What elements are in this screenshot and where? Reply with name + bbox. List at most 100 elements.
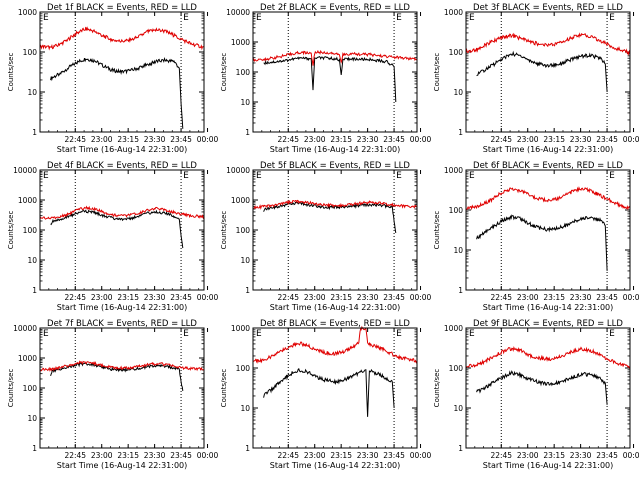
y-tick-label: 100 [236, 68, 251, 77]
x-axis-label: Start Time (16-Aug-14 22:31:00) [483, 145, 614, 154]
x-tick-label: 23:00 [517, 135, 539, 144]
x-tick-label: 23:45 [596, 293, 618, 302]
event-marker-label: E [183, 171, 189, 181]
x-tick-label: 23:15 [330, 451, 352, 460]
y-tick-label: 10 [240, 98, 250, 107]
y-tick-label: 1000 [444, 8, 463, 17]
detector-panel-3: Det 3f BLACK = Events, RED = LLD Counts/s… [433, 3, 640, 154]
y-tick-label: 10000 [226, 8, 250, 17]
event-marker-label: E [396, 329, 402, 339]
y-tick-label: 10 [453, 246, 463, 255]
x-tick-label: 23:00 [304, 135, 326, 144]
y-axis-label: Counts/sec [7, 211, 15, 250]
x-tick-label: 23:45 [170, 293, 192, 302]
x-tick-label: 23:00 [517, 451, 539, 460]
x-axis-label: Start Time (16-Aug-14 22:31:00) [483, 303, 614, 312]
x-axis-label: Start Time (16-Aug-14 22:31:00) [270, 461, 401, 470]
x-tick-label: 23:15 [543, 451, 565, 460]
event-marker-label: E [609, 171, 615, 181]
plot-frame [39, 327, 205, 449]
x-tick-label: 22:45 [277, 135, 299, 144]
series-events-line [476, 50, 608, 93]
event-marker-label: E [43, 329, 49, 339]
x-tick-label: 23:30 [570, 451, 592, 460]
detector-panel-9: Det 9f BLACK = Events, RED = LLD Counts/s… [433, 319, 640, 470]
x-tick-label: 23:00 [304, 451, 326, 460]
plot-frame [252, 11, 418, 133]
x-tick-label: 23:45 [170, 135, 192, 144]
panel-title: Det 3f BLACK = Events, RED = LLD [473, 3, 623, 13]
series-lld-line [465, 346, 631, 370]
x-axis-label: Start Time (16-Aug-14 22:31:00) [483, 461, 614, 470]
series-lld-line [253, 199, 418, 210]
event-marker-label: E [469, 13, 475, 23]
x-tick-label: 23:00 [91, 135, 113, 144]
series-events-line [263, 55, 397, 103]
series-lld-line [465, 186, 631, 211]
x-tick-label: 22:45 [490, 135, 512, 144]
y-tick-label: 1000 [231, 196, 250, 205]
series-events-line [476, 370, 608, 405]
y-axis-label: Counts/sec [433, 211, 441, 250]
x-tick-label: 23:45 [596, 135, 618, 144]
plot-frame [252, 327, 418, 449]
x-tick-label: 22:45 [64, 451, 86, 460]
y-tick-label: 1000 [18, 8, 37, 17]
y-tick-label: 10 [453, 404, 463, 413]
panel-title: Det 8f BLACK = Events, RED = LLD [260, 319, 410, 329]
plot-frame [465, 169, 631, 291]
event-marker-label: E [396, 13, 402, 23]
y-tick-label: 1 [245, 286, 250, 295]
x-tick-label: 23:30 [144, 135, 166, 144]
y-tick-label: 10 [453, 88, 463, 97]
x-tick-label: 23:45 [596, 451, 618, 460]
x-tick-label: 00:00 [623, 451, 640, 460]
event-marker-label: E [256, 171, 262, 181]
y-axis-label: Counts/sec [433, 369, 441, 408]
x-tick-label: 23:45 [383, 451, 405, 460]
series-lld-line [39, 205, 205, 220]
series-events-line [50, 209, 184, 249]
y-tick-label: 1000 [444, 324, 463, 333]
plot-frame [39, 11, 205, 133]
detector-panel-7: Det 7f BLACK = Events, RED = LLD Counts/s… [7, 319, 219, 470]
event-marker-label: E [256, 329, 262, 339]
y-tick-label: 100 [449, 48, 464, 57]
y-tick-label: 10 [240, 256, 250, 265]
y-tick-label: 10 [27, 414, 37, 423]
event-marker-label: E [396, 171, 402, 181]
panel-title: Det 7f BLACK = Events, RED = LLD [47, 319, 197, 329]
series-lld-line [252, 49, 418, 66]
x-tick-label: 23:15 [543, 135, 565, 144]
x-tick-label: 00:00 [410, 293, 432, 302]
panel-title: Det 6f BLACK = Events, RED = LLD [473, 161, 623, 171]
x-tick-label: 23:15 [330, 293, 352, 302]
x-axis-label: Start Time (16-Aug-14 22:31:00) [270, 303, 401, 312]
y-tick-label: 1 [458, 286, 463, 295]
x-tick-label: 22:45 [277, 293, 299, 302]
y-tick-label: 1 [245, 128, 250, 137]
event-marker-label: E [183, 329, 189, 339]
x-tick-label: 23:15 [543, 293, 565, 302]
y-tick-label: 100 [23, 384, 38, 393]
x-axis-label: Start Time (16-Aug-14 22:31:00) [270, 145, 401, 154]
series-lld-line [39, 26, 205, 51]
plot-frame [252, 169, 418, 291]
y-tick-label: 1 [458, 128, 463, 137]
x-tick-label: 23:45 [383, 135, 405, 144]
event-marker-label: E [469, 329, 475, 339]
x-tick-label: 23:15 [117, 293, 139, 302]
x-tick-label: 22:45 [64, 293, 86, 302]
y-tick-label: 10000 [226, 166, 250, 175]
y-tick-label: 1 [32, 444, 37, 453]
x-tick-label: 23:45 [170, 451, 192, 460]
panel-title: Det 2f BLACK = Events, RED = LLD [260, 3, 410, 13]
panel-title: Det 5f BLACK = Events, RED = LLD [260, 161, 410, 171]
event-marker-label: E [183, 13, 189, 23]
x-tick-label: 23:00 [91, 293, 113, 302]
series-events-line [476, 214, 608, 271]
y-tick-label: 1000 [231, 38, 250, 47]
y-tick-label: 1 [458, 444, 463, 453]
x-tick-label: 00:00 [197, 451, 219, 460]
